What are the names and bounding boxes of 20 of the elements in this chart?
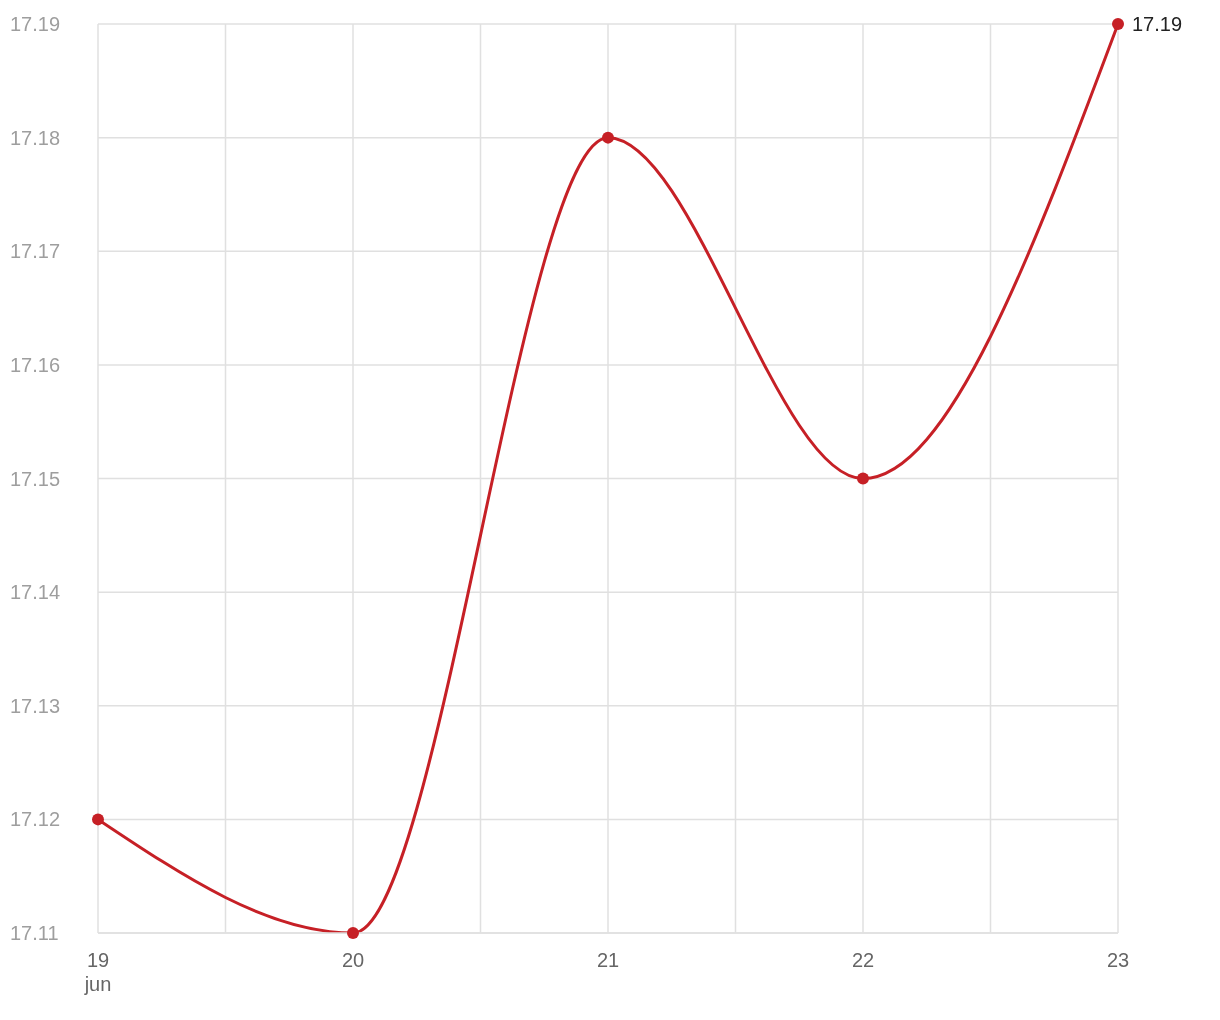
y-tick-label: 17.11 (10, 922, 59, 945)
y-tick-label: 17.13 (10, 694, 61, 717)
y-tick-label: 17.18 (10, 126, 61, 149)
x-tick-label: 20 (341, 949, 365, 971)
point (857, 472, 869, 485)
point (92, 813, 104, 826)
y-tick-label: 17.15 (10, 467, 61, 490)
y-tick-label: 17.12 (10, 808, 61, 831)
x-tick-label: 23 (1106, 949, 1130, 971)
y-tick-label: 17.14 (10, 581, 61, 604)
point (1112, 18, 1124, 30)
x-tick-label: 22 (851, 949, 875, 971)
x-tick-label: 19 jun (83, 949, 112, 995)
y-tick-label: 17.16 (10, 353, 61, 376)
data-label: 17.19 (1132, 13, 1183, 36)
y-tick-label: 17.17 (10, 240, 61, 263)
point (347, 927, 359, 939)
x-tick-label: 21 (596, 949, 620, 971)
point (602, 131, 614, 144)
y-tick-label: 17.19 (10, 13, 61, 36)
